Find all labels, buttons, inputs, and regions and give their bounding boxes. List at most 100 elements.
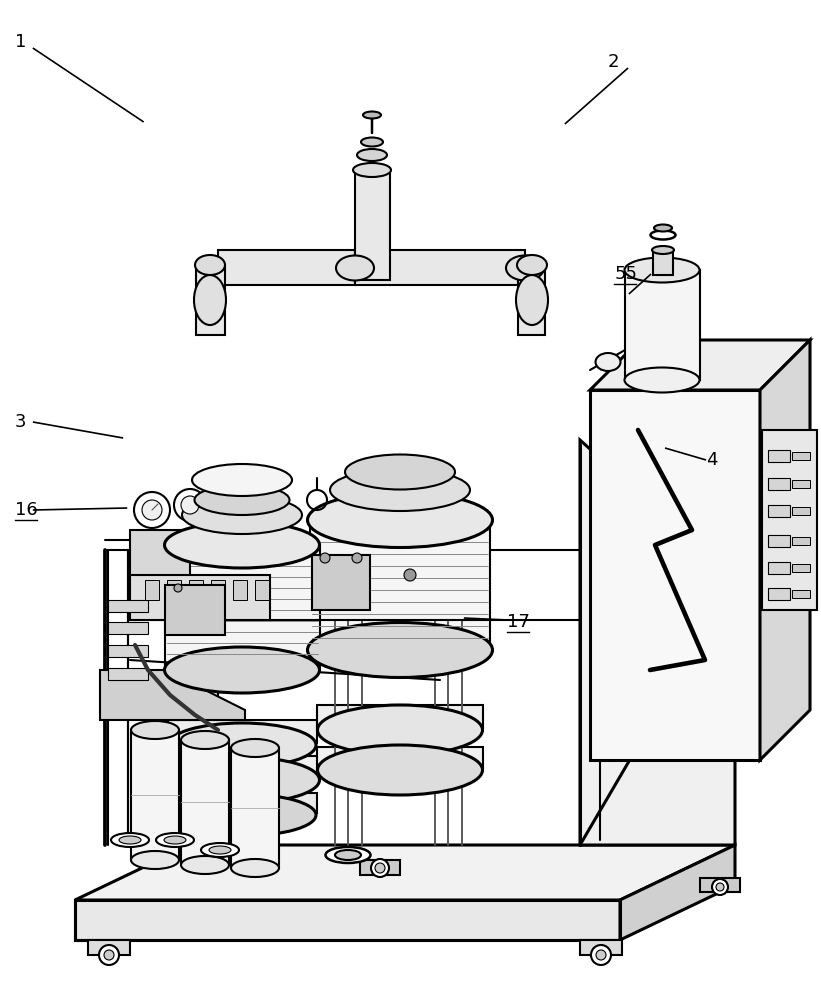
Circle shape [352,553,362,563]
Bar [792,452,810,460]
Polygon shape [130,530,190,580]
Bar [768,535,790,547]
Polygon shape [75,900,620,940]
Ellipse shape [654,225,672,232]
Bar [762,430,817,610]
Circle shape [167,843,183,859]
Ellipse shape [231,859,279,877]
Circle shape [142,500,162,520]
Polygon shape [155,845,195,857]
Circle shape [375,863,385,873]
Bar [768,588,790,600]
Polygon shape [108,600,148,612]
Ellipse shape [308,622,493,678]
Circle shape [320,553,330,563]
Polygon shape [165,756,320,778]
Bar [768,478,790,490]
Circle shape [712,879,728,895]
Ellipse shape [164,757,319,803]
Polygon shape [590,340,810,390]
Polygon shape [355,250,525,285]
Ellipse shape [318,745,483,795]
Bar [167,580,181,600]
Polygon shape [312,555,370,610]
Circle shape [134,492,170,528]
Ellipse shape [330,469,470,511]
Polygon shape [218,250,355,285]
Ellipse shape [164,836,186,844]
Text: 3: 3 [15,413,26,431]
Polygon shape [580,440,735,845]
Circle shape [596,950,606,960]
Ellipse shape [231,739,279,757]
Polygon shape [518,265,545,335]
Circle shape [404,569,416,581]
Ellipse shape [168,723,316,767]
Circle shape [174,584,182,592]
Polygon shape [168,720,317,743]
Ellipse shape [353,163,391,177]
Ellipse shape [168,794,316,836]
Polygon shape [108,668,148,680]
Bar [211,580,225,600]
Ellipse shape [131,851,179,869]
Ellipse shape [345,454,455,489]
Ellipse shape [516,275,548,325]
Circle shape [99,945,119,965]
Bar [792,480,810,488]
Bar [233,580,247,600]
Bar [792,564,810,572]
Bar [768,562,790,574]
Ellipse shape [195,485,290,515]
Ellipse shape [308,492,493,548]
Ellipse shape [625,257,699,282]
Ellipse shape [131,721,179,739]
Ellipse shape [195,255,225,275]
Polygon shape [165,585,225,635]
Ellipse shape [357,149,387,161]
Polygon shape [88,940,130,955]
Ellipse shape [209,846,231,854]
Ellipse shape [652,246,674,254]
Polygon shape [590,390,760,760]
Polygon shape [317,747,483,768]
Ellipse shape [156,833,194,847]
Text: 16: 16 [15,501,38,519]
Bar [255,580,269,600]
Ellipse shape [164,522,319,568]
Ellipse shape [625,367,699,392]
Ellipse shape [517,255,547,275]
Polygon shape [360,860,400,875]
Circle shape [591,945,611,965]
Polygon shape [108,645,148,657]
Ellipse shape [182,496,302,534]
Ellipse shape [335,850,361,860]
Text: 55: 55 [614,265,637,283]
Text: 17: 17 [507,613,530,631]
Ellipse shape [595,353,621,371]
Bar [768,450,790,462]
Bar [145,580,159,600]
Text: 1: 1 [15,33,26,51]
Polygon shape [317,705,483,728]
Polygon shape [131,730,179,860]
Ellipse shape [363,111,381,118]
Polygon shape [760,340,810,760]
Polygon shape [231,748,279,868]
Bar [653,250,673,275]
Circle shape [174,489,206,521]
Bar [625,270,700,380]
Polygon shape [700,878,740,892]
Ellipse shape [506,255,544,280]
Polygon shape [355,170,390,280]
Bar [792,507,810,515]
Ellipse shape [318,705,483,755]
Circle shape [716,883,724,891]
Ellipse shape [119,836,141,844]
Polygon shape [196,265,225,335]
Polygon shape [100,670,245,720]
Ellipse shape [181,731,229,749]
Ellipse shape [201,843,239,857]
Polygon shape [168,793,317,813]
Polygon shape [620,845,735,940]
